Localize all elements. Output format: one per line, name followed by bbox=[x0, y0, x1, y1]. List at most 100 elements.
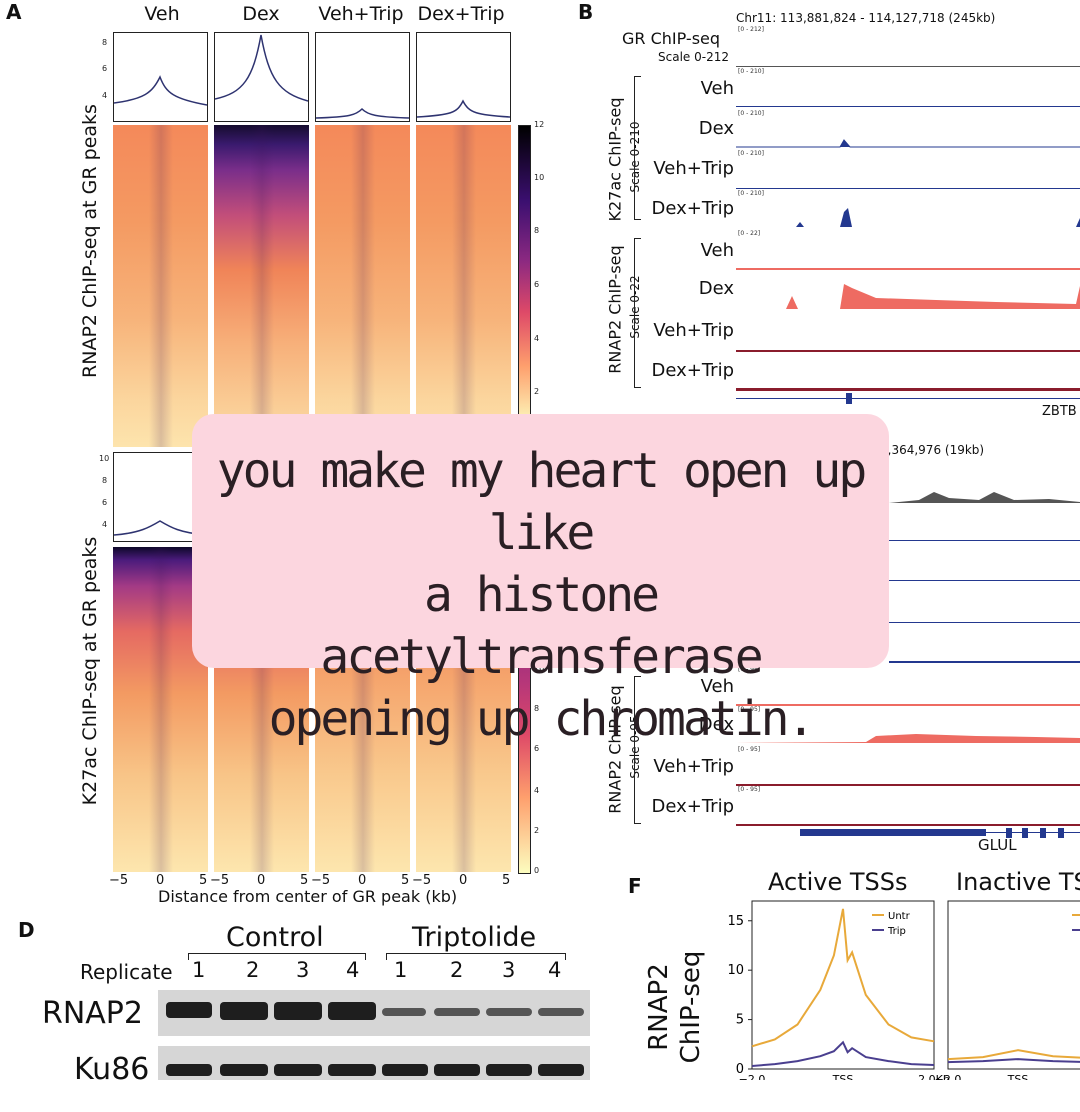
locus-coordinates-1: Chr11: 113,881,824 - 114,127,718 (245kb) bbox=[736, 11, 996, 25]
profile-dex-trip bbox=[416, 32, 511, 122]
gr-track-2 bbox=[889, 492, 1080, 503]
rnap2-heatmap-ylabel: RNAP2 ChIP-seq at GR peaks bbox=[79, 104, 101, 378]
heatmap-rnap2-veh-trip bbox=[315, 125, 410, 447]
track-label-veh-trip: Veh+Trip bbox=[653, 158, 734, 179]
exon bbox=[1006, 828, 1012, 838]
colorbar-tick: 8 bbox=[534, 226, 540, 235]
range-tag: [0 - 210] bbox=[738, 110, 764, 117]
k27ac-heatmap-ylabel: K27ac ChIP-seq at GR peaks bbox=[79, 536, 101, 806]
exon bbox=[846, 393, 852, 404]
x-tick-label: TSS bbox=[1007, 1073, 1029, 1080]
range-tag: [0 - 95] bbox=[738, 706, 761, 713]
western-blot-rnap2 bbox=[158, 990, 590, 1036]
rnap2-bracket bbox=[634, 238, 641, 388]
rnap2-track2-dex-trip bbox=[736, 824, 1080, 826]
legend-label: Trip bbox=[887, 926, 906, 937]
column-title-dex-trip: Dex+Trip bbox=[417, 3, 505, 25]
track-label-veh-trip: Veh+Trip bbox=[653, 756, 734, 777]
control-bracket bbox=[188, 953, 366, 960]
replicate-number: 1 bbox=[394, 958, 408, 982]
rnap2-track-dex bbox=[736, 284, 1080, 309]
track-label-dex-trip: Dex+Trip bbox=[651, 360, 734, 381]
track-label-veh-trip: Veh+Trip bbox=[653, 320, 734, 341]
colorbar-tick: 4 bbox=[534, 334, 540, 343]
x-tick-label: −2.0 bbox=[739, 1073, 766, 1080]
replicate-number: 4 bbox=[548, 958, 562, 982]
chart-title-active: Active TSSs bbox=[768, 868, 908, 896]
track-label-dex: Dex bbox=[698, 118, 734, 139]
colorbar-tick: 4 bbox=[534, 786, 540, 795]
profile-tick: 10 bbox=[99, 454, 110, 463]
x-tick: 0 bbox=[257, 873, 266, 888]
heatmap-k27ac-veh bbox=[113, 547, 208, 872]
range-tag: [0 - 210] bbox=[738, 190, 764, 197]
series-line-trip-0 bbox=[751, 1040, 935, 1067]
colorbar-tick: 8 bbox=[534, 704, 540, 713]
western-blot-ku86 bbox=[158, 1046, 590, 1080]
heatmap-rnap2-veh bbox=[113, 125, 208, 447]
y-tick-label: 10 bbox=[727, 963, 744, 978]
series-line-trip-1 bbox=[947, 1058, 1080, 1064]
exon bbox=[1040, 828, 1046, 838]
rnap2-track-veh-trip bbox=[736, 350, 1080, 352]
series-line-untr-1 bbox=[947, 1049, 1080, 1061]
panel-a-letter: A bbox=[6, 0, 22, 24]
colorbar-tick: 10 bbox=[534, 664, 545, 673]
plot-frame-active bbox=[751, 900, 935, 1070]
colorbar-tick: 2 bbox=[534, 387, 540, 396]
replicate-number: 1 bbox=[192, 958, 206, 982]
k27ac-bracket bbox=[634, 76, 641, 220]
k27ac-track-dex bbox=[736, 139, 1080, 148]
colorbar-tick: 6 bbox=[534, 280, 540, 289]
colorbar-tick: 6 bbox=[534, 744, 540, 753]
x-tick: −5 bbox=[109, 873, 129, 888]
x-tick: 5 bbox=[502, 873, 511, 888]
gene-track-1 bbox=[736, 398, 1080, 399]
range-tag: [0 - 95] bbox=[738, 746, 761, 753]
colorbar-rnap2 bbox=[518, 125, 531, 427]
gene-label-1: ZBTB bbox=[1042, 404, 1077, 419]
replicate-number: 2 bbox=[450, 958, 464, 982]
range-tag: [0 - 95] bbox=[738, 666, 761, 673]
triptolide-bracket bbox=[386, 953, 566, 960]
rnap2-track-dex-trip bbox=[736, 388, 1080, 391]
profile-line-dex bbox=[214, 34, 309, 102]
x-tick: 5 bbox=[401, 873, 410, 888]
caption-overlay bbox=[192, 414, 889, 668]
profile-tick: 4 bbox=[102, 91, 108, 100]
range-tag: [0 - 210] bbox=[738, 150, 764, 157]
x-tick: 5 bbox=[300, 873, 309, 888]
k27ac-track-2a bbox=[889, 540, 1080, 541]
rnap2-group-label: RNAP2 ChIP-seq bbox=[605, 245, 625, 374]
x-tick: 0 bbox=[358, 873, 367, 888]
replicate-number: 2 bbox=[246, 958, 260, 982]
colorbar-tick: 10 bbox=[534, 173, 545, 182]
exon bbox=[1022, 828, 1028, 838]
rnap2-track2-veh bbox=[736, 704, 1080, 706]
caption-line-3: opening up chromatin. bbox=[268, 691, 816, 747]
track-label-veh: Veh bbox=[700, 78, 734, 99]
x-tick: 0 bbox=[156, 873, 165, 888]
replicate-label: Replicate bbox=[80, 960, 173, 984]
rnap2-bracket-2 bbox=[634, 676, 641, 824]
range-tag: [0 - 210] bbox=[738, 68, 764, 75]
profile-tick: 8 bbox=[102, 476, 108, 485]
colorbar-tick: 12 bbox=[534, 120, 545, 129]
x-tick: −5 bbox=[412, 873, 432, 888]
exon bbox=[1058, 828, 1064, 838]
blot-label-ku86: Ku86 bbox=[74, 1052, 150, 1087]
gene-label-2: GLUL bbox=[978, 836, 1017, 854]
x-tick: 5 bbox=[199, 873, 208, 888]
k27ac-track-dex-trip bbox=[736, 208, 1080, 227]
track-label-dex: Dex bbox=[698, 278, 734, 299]
gr-track bbox=[736, 66, 1080, 67]
track-label-dex: Dex bbox=[698, 714, 734, 735]
x-tick: 0 bbox=[459, 873, 468, 888]
profile-tick: 4 bbox=[102, 520, 108, 529]
heatmap-rnap2-dex bbox=[214, 125, 309, 447]
locus-coordinates-2: 2,364,976 (19kb) bbox=[880, 443, 985, 457]
profile-line-veh-trip bbox=[315, 107, 410, 119]
track-label-dex-trip: Dex+Trip bbox=[651, 198, 734, 219]
caption-line-2: a histone acetyltransferase bbox=[320, 567, 763, 685]
k27ac-track-veh bbox=[736, 106, 1080, 107]
